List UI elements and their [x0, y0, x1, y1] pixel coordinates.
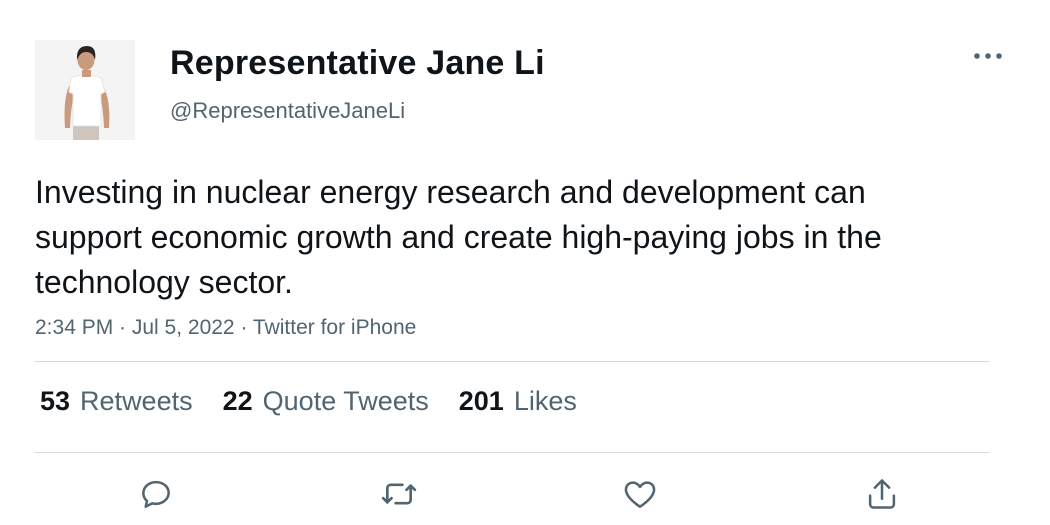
like-button[interactable]	[620, 474, 660, 514]
share-icon	[868, 479, 896, 509]
reply-button[interactable]	[136, 474, 176, 514]
heart-icon	[624, 481, 656, 508]
more-options-button[interactable]	[970, 44, 1006, 68]
person-photo-avatar-icon	[35, 40, 135, 140]
quote-tweets-stat[interactable]: 22 Quote Tweets	[223, 386, 429, 417]
likes-label: Likes	[513, 386, 577, 416]
tweet-meta[interactable]: 2:34 PM · Jul 5, 2022 · Twitter for iPho…	[35, 316, 417, 339]
retweets-label: Retweets	[80, 386, 193, 416]
retweet-button[interactable]	[379, 474, 419, 514]
share-button[interactable]	[862, 474, 902, 514]
retweets-stat[interactable]: 53 Retweets	[40, 386, 193, 417]
divider-top	[35, 361, 989, 362]
likes-stat[interactable]: 201 Likes	[459, 386, 577, 417]
quote-tweets-count: 22	[222, 386, 253, 416]
divider-bottom	[35, 452, 989, 453]
more-dots-icon	[974, 53, 1002, 59]
avatar[interactable]	[35, 40, 135, 140]
tweet-stats: 53 Retweets 22 Quote Tweets 201 Likes	[40, 386, 577, 417]
user-handle[interactable]: @RepresentativeJaneLi	[170, 98, 406, 123]
retweets-count: 53	[40, 386, 71, 416]
retweet-icon	[381, 483, 417, 505]
quote-tweets-label: Quote Tweets	[262, 386, 429, 416]
likes-count: 201	[458, 386, 504, 416]
display-name[interactable]: Representative Jane Li	[170, 44, 545, 82]
tweet-text: Investing in nuclear energy research and…	[35, 174, 882, 300]
reply-icon	[142, 480, 170, 508]
